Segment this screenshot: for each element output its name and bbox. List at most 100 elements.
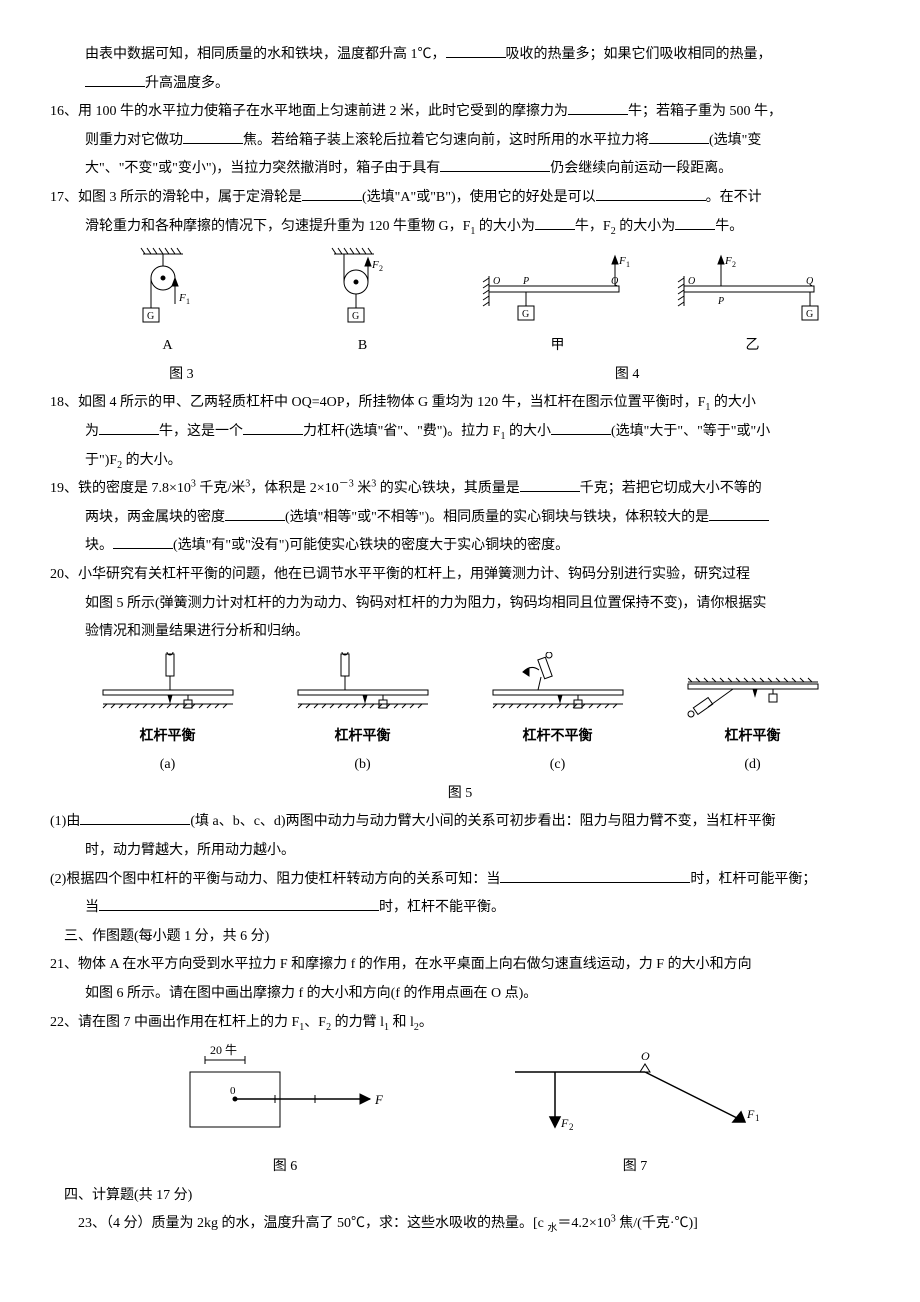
pulley-a-svg: G F 1 (133, 246, 203, 331)
q20-p1-line2: 时，动力臂越大，所用动力越小。 (50, 838, 870, 865)
svg-text:O: O (688, 276, 695, 287)
text: 如图 4 所示的甲、乙两轻质杠杆中 OQ=4OP，所挂物体 G 重均为 120 … (78, 395, 705, 410)
text: ，体积是 2×10 (250, 481, 338, 496)
sub: (b) (265, 752, 460, 779)
text: 牛；若箱子重为 500 牛， (628, 104, 782, 119)
q17-num: 17、 (50, 190, 78, 205)
text: 于")F (85, 453, 117, 468)
text: 升高温度多。 (145, 76, 229, 91)
text: 小华研究有关杠杆平衡的问题，他在已调节水平平衡的杠杆上，用弹簧测力计、钩码分别进… (78, 567, 750, 582)
q20-p1-line1: (1)由(填 a、b、c、d)两图中动力与动力臂大小间的关系可初步看出：阻力与阻… (50, 809, 870, 836)
text: 的大小为 (616, 219, 676, 234)
text: 牛，F (575, 219, 611, 234)
text: (选填"A"或"B")，使用它的好处是可以 (362, 190, 596, 205)
svg-text:F: F (374, 1092, 384, 1107)
svg-text:F: F (724, 255, 732, 267)
svg-text:G: G (806, 309, 813, 320)
blank (551, 420, 611, 435)
cap-yi: 乙 (655, 333, 850, 360)
fig4-label: 图 4 (516, 362, 739, 389)
svg-text:O: O (641, 1049, 650, 1063)
blank (99, 896, 379, 911)
text: 千克/米 (196, 481, 245, 496)
sub: (c) (460, 752, 655, 779)
q20-line3: 验情况和测量结果进行分析和归纳。 (50, 619, 870, 646)
scale-label: 20 牛 (210, 1042, 237, 1057)
fig6: 20 牛 0 F 图 6 (110, 1042, 460, 1181)
text: 的实心铁块，其质量是 (376, 481, 520, 496)
q18-line2: 为牛，这是一个力杠杆(选填"省"、"费")。拉力 F1 的大小(选填"大于"、"… (50, 419, 870, 446)
fig6-label: 图 6 (110, 1154, 460, 1181)
text: (选填"相等"或"不相等")。相同质量的实心铜块与铁块，体积较大的是 (285, 510, 709, 525)
blank (183, 129, 243, 144)
text: 请在图 7 中画出作用在杠杆上的力 F (78, 1015, 299, 1030)
text: (选填"变 (709, 133, 761, 148)
pulley-b-svg: G F 2 (328, 246, 398, 331)
svg-text:O: O (493, 276, 500, 287)
cap: 杠杆不平衡 (460, 724, 655, 751)
q20-line2: 如图 5 所示(弹簧测力计对杠杆的力为动力、钩码对杠杆的力为阻力，钩码均相同且位… (50, 591, 870, 618)
text: 的大小为 (475, 219, 535, 234)
text: 时，杠杆不能平衡。 (379, 900, 505, 915)
text: 时，动力臂越大，所用动力越小。 (85, 843, 295, 858)
svg-text:P: P (717, 296, 724, 307)
fig3-label: 图 3 (70, 362, 293, 389)
q20-p2-line1: (2)根据四个图中杠杆的平衡与动力、阻力使杠杆转动方向的关系可知：当时，杠杆可能… (50, 867, 870, 894)
fig5-c: 杠杆不平衡 (c) (460, 652, 655, 779)
fig5-b: 杠杆平衡 (b) (265, 652, 460, 779)
blank (225, 506, 285, 521)
svg-text:2: 2 (569, 1122, 574, 1132)
q21-num: 21、 (50, 957, 78, 972)
sub: (d) (655, 752, 850, 779)
text: 为 (85, 424, 99, 439)
q18-num: 18、 (50, 395, 78, 410)
blank (568, 100, 628, 115)
fig5-b-svg (288, 652, 438, 722)
fig6-fig7-row: 20 牛 0 F 图 6 O (50, 1042, 870, 1181)
text: 当 (85, 900, 99, 915)
q19-line3: 块。(选填"有"或"没有")可能使实心铁块的密度大于实心铜块的密度。 (50, 533, 870, 560)
text: 牛。 (715, 219, 743, 234)
text: 铁的密度是 7.8×10 (78, 481, 191, 496)
blank (649, 129, 709, 144)
q17-line1: 17、如图 3 所示的滑轮中，属于定滑轮是(选填"A"或"B")，使用它的好处是… (50, 185, 870, 212)
fig7: O F 2 F 1 图 7 (460, 1042, 810, 1181)
text: 。 (419, 1015, 433, 1030)
text: 的大小。 (122, 453, 182, 468)
lever-jia-svg: O P Q G F 1 (473, 246, 643, 331)
fig5-label: 图 5 (50, 781, 870, 808)
sub: (a) (70, 752, 265, 779)
lever-yi-svg: O P Q G F 2 (668, 246, 838, 331)
q16-line3: 大"、"不变"或"变小")，当拉力突然撤消时，箱子由于具有仍会继续向前运动一段距… (50, 156, 870, 183)
fig5-d-svg (678, 652, 828, 722)
blank (80, 810, 190, 825)
text: 焦/(千克·℃)] (616, 1216, 698, 1231)
sub: 水 (547, 1223, 557, 1234)
blank (520, 477, 580, 492)
blank (440, 157, 550, 172)
text: (选填"大于"、"等于"或"小 (611, 424, 770, 439)
q20-p2-line2: 当 时，杠杆不能平衡。 (50, 895, 870, 922)
blank (99, 420, 159, 435)
svg-text:G: G (352, 311, 359, 322)
text: 力杠杆(选填"省"、"费")。拉力 F (303, 424, 500, 439)
q18-line1: 18、如图 4 所示的甲、乙两轻质杠杆中 OQ=4OP，所挂物体 G 重均为 1… (50, 390, 870, 417)
fig7-label: 图 7 (460, 1154, 810, 1181)
text: 滑轮重力和各种摩擦的情况下，匀速提升重为 120 牛重物 G，F (85, 219, 470, 234)
q23-line1: 23、（4 分）质量为 2kg 的水，温度升高了 50℃，求：这些水吸收的热量。… (50, 1211, 870, 1238)
section3-title: 三、作图题(每小题 1 分，共 6 分) (50, 924, 870, 951)
fig7-svg: O F 2 F 1 (495, 1042, 775, 1152)
q22-num: 22、 (50, 1015, 78, 1030)
q17-line2: 滑轮重力和各种摩擦的情况下，匀速提升重为 120 牛重物 G，F1 的大小为牛，… (50, 214, 870, 241)
q20-line1: 20、小华研究有关杠杆平衡的问题，他在已调节水平平衡的杠杆上，用弹簧测力计、钩码… (50, 562, 870, 589)
section4-title: 四、计算题(共 17 分) (50, 1183, 870, 1210)
fig6-svg: 20 牛 0 F (170, 1042, 400, 1152)
text: 由表中数据可知，相同质量的水和铁块，温度都升高 1℃， (85, 47, 446, 62)
text: 两块，两金属块的密度 (85, 510, 225, 525)
cap-a: A (70, 333, 265, 360)
svg-text:1: 1 (755, 1113, 760, 1123)
svg-text:Q: Q (806, 276, 814, 287)
sup: －3 (339, 478, 354, 489)
text: (2)根据四个图中杠杆的平衡与动力、阻力使杠杆转动方向的关系可知：当 (50, 872, 500, 887)
text: 则重力对它做功 (85, 133, 183, 148)
